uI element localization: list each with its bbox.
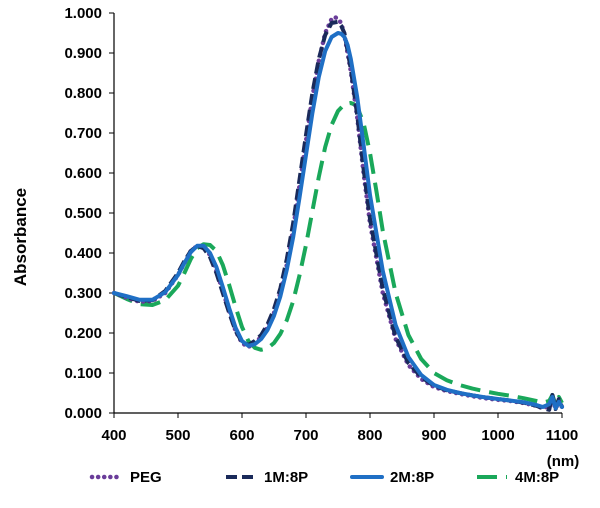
x-tick-label: 800	[357, 427, 382, 444]
y-tick-label: 0.800	[64, 85, 102, 102]
series-line-peg	[111, 14, 565, 412]
x-tick-label: 900	[421, 427, 446, 444]
y-tick-label: 0.900	[64, 45, 102, 62]
legend: PEG 1M:8P 2M:8P 4M:8P	[89, 469, 559, 486]
legend-label: 4M:8P	[515, 469, 559, 486]
legend-item-4m-8p: 4M:8P	[477, 469, 559, 486]
series-line-1m-8p	[113, 19, 564, 412]
y-tick-label: 0.000	[64, 405, 102, 422]
axes: 0.000 0.100 0.200 0.300 0.400 0.500 0.600 0.700…	[64, 5, 578, 444]
legend-label: 1M:8P	[264, 469, 308, 486]
y-tick-label: 0.100	[64, 365, 102, 382]
x-tick-label: 1100	[546, 427, 579, 444]
y-axis-title: Absorbance	[11, 188, 30, 286]
y-tick-label: 0.400	[64, 245, 102, 262]
legend-item-1m-8p: 1M:8P	[226, 469, 308, 486]
y-tick-label: 0.200	[64, 325, 102, 342]
x-tick-label: 600	[229, 427, 254, 444]
y-tick-label: 0.300	[64, 285, 102, 302]
x-tick-label: 400	[101, 427, 126, 444]
legend-label: PEG	[130, 469, 162, 486]
legend-item-2m-8p: 2M:8P	[350, 469, 434, 486]
series-line-2m-8p	[112, 31, 564, 411]
y-tick-label: 0.600	[64, 165, 102, 182]
x-tick-label: 1000	[481, 427, 514, 444]
x-axis-unit-label: (nm)	[547, 453, 580, 470]
x-tick-label: 500	[165, 427, 190, 444]
y-tick-label: 0.500	[64, 205, 102, 222]
series-line-4m-8p	[113, 101, 564, 407]
y-tick-label: 1.000	[64, 5, 102, 22]
series-layer	[111, 14, 565, 412]
x-tick-label: 700	[293, 427, 318, 444]
legend-label: 2M:8P	[390, 469, 434, 486]
y-tick-label: 0.700	[64, 125, 102, 142]
legend-item-peg: PEG	[89, 469, 162, 486]
